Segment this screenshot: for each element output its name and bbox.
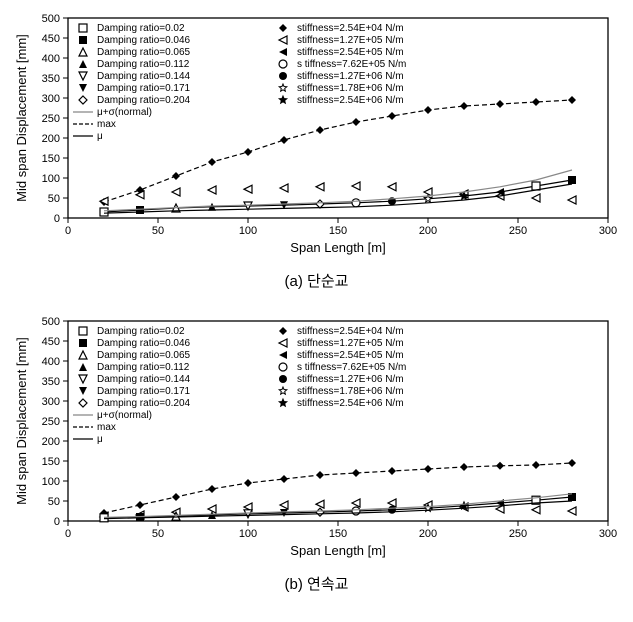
svg-text:stiffness=2.54E+04 N/m: stiffness=2.54E+04 N/m bbox=[297, 23, 404, 34]
svg-text:max: max bbox=[97, 119, 116, 130]
svg-text:Damping ratio=0.02: Damping ratio=0.02 bbox=[97, 23, 185, 34]
svg-text:450: 450 bbox=[42, 336, 60, 348]
svg-text:0: 0 bbox=[54, 516, 60, 528]
svg-text:s tiffness=7.62E+05 N/m: s tiffness=7.62E+05 N/m bbox=[297, 59, 406, 70]
svg-text:Damping ratio=0.171: Damping ratio=0.171 bbox=[97, 386, 191, 397]
svg-text:0: 0 bbox=[65, 225, 71, 237]
svg-text:100: 100 bbox=[42, 173, 60, 185]
svg-text:s tiffness=7.62E+05 N/m: s tiffness=7.62E+05 N/m bbox=[297, 362, 406, 373]
svg-text:200: 200 bbox=[42, 133, 60, 145]
svg-text:μ+σ(normal): μ+σ(normal) bbox=[97, 107, 152, 118]
svg-text:150: 150 bbox=[42, 456, 60, 468]
svg-text:150: 150 bbox=[42, 153, 60, 165]
svg-text:Mid span Displacement [mm]: Mid span Displacement [mm] bbox=[14, 337, 29, 505]
svg-text:250: 250 bbox=[42, 416, 60, 428]
svg-text:μ: μ bbox=[97, 434, 103, 445]
svg-text:100: 100 bbox=[42, 476, 60, 488]
svg-text:Damping ratio=0.046: Damping ratio=0.046 bbox=[97, 35, 191, 46]
svg-text:250: 250 bbox=[42, 113, 60, 125]
svg-text:0: 0 bbox=[65, 528, 71, 540]
svg-text:0: 0 bbox=[54, 213, 60, 225]
svg-text:250: 250 bbox=[509, 225, 527, 237]
svg-text:Damping ratio=0.065: Damping ratio=0.065 bbox=[97, 47, 191, 58]
svg-text:350: 350 bbox=[42, 376, 60, 388]
svg-text:stiffness=2.54E+05 N/m: stiffness=2.54E+05 N/m bbox=[297, 350, 404, 361]
svg-text:400: 400 bbox=[42, 356, 60, 368]
svg-text:stiffness=2.54E+05 N/m: stiffness=2.54E+05 N/m bbox=[297, 47, 404, 58]
svg-text:Damping ratio=0.171: Damping ratio=0.171 bbox=[97, 83, 191, 94]
svg-text:Damping ratio=0.144: Damping ratio=0.144 bbox=[97, 71, 191, 82]
chart-b-svg: 0 50 100 150 200 250 300 0 50 100 150 200 250 300 350 4… bbox=[8, 311, 625, 561]
svg-text:200: 200 bbox=[42, 436, 60, 448]
svg-text:stiffness=1.27E+06 N/m: stiffness=1.27E+06 N/m bbox=[297, 71, 404, 82]
svg-text:200: 200 bbox=[419, 528, 437, 540]
svg-text:Damping ratio=0.204: Damping ratio=0.204 bbox=[97, 398, 191, 409]
svg-text:200: 200 bbox=[419, 225, 437, 237]
chart-a-container: 0 50 100 150 200 250 300 0 50 100 150 200 250 300 350 4… bbox=[8, 8, 625, 258]
svg-text:stiffness=1.27E+05 N/m: stiffness=1.27E+05 N/m bbox=[297, 338, 404, 349]
svg-text:Span Length [m]: Span Length [m] bbox=[290, 543, 385, 558]
svg-text:50: 50 bbox=[152, 225, 164, 237]
svg-text:μ: μ bbox=[97, 131, 103, 142]
svg-text:stiffness=1.27E+06 N/m: stiffness=1.27E+06 N/m bbox=[297, 374, 404, 385]
svg-text:50: 50 bbox=[48, 496, 60, 508]
svg-text:stiffness=2.54E+06 N/m: stiffness=2.54E+06 N/m bbox=[297, 398, 404, 409]
svg-text:500: 500 bbox=[42, 13, 60, 25]
svg-text:stiffness=2.54E+04 N/m: stiffness=2.54E+04 N/m bbox=[297, 326, 404, 337]
svg-text:100: 100 bbox=[239, 528, 257, 540]
svg-text:500: 500 bbox=[42, 316, 60, 328]
svg-text:300: 300 bbox=[42, 396, 60, 408]
svg-text:400: 400 bbox=[42, 53, 60, 65]
svg-text:50: 50 bbox=[48, 193, 60, 205]
svg-text:stiffness=1.78E+06 N/m: stiffness=1.78E+06 N/m bbox=[297, 386, 404, 397]
svg-text:450: 450 bbox=[42, 33, 60, 45]
svg-text:250: 250 bbox=[509, 528, 527, 540]
svg-text:300: 300 bbox=[42, 93, 60, 105]
svg-text:Damping ratio=0.112: Damping ratio=0.112 bbox=[97, 59, 190, 70]
caption-a: (a) 단순교 bbox=[8, 270, 625, 291]
svg-text:300: 300 bbox=[599, 528, 617, 540]
svg-text:100: 100 bbox=[239, 225, 257, 237]
svg-text:150: 150 bbox=[329, 528, 347, 540]
svg-text:max: max bbox=[97, 422, 116, 433]
svg-text:150: 150 bbox=[329, 225, 347, 237]
svg-text:Span Length [m]: Span Length [m] bbox=[290, 240, 385, 255]
svg-text:stiffness=1.78E+06 N/m: stiffness=1.78E+06 N/m bbox=[297, 83, 404, 94]
svg-text:Damping ratio=0.204: Damping ratio=0.204 bbox=[97, 95, 191, 106]
chart-a-svg: 0 50 100 150 200 250 300 0 50 100 150 200 250 300 350 4… bbox=[8, 8, 625, 258]
svg-text:stiffness=2.54E+06 N/m: stiffness=2.54E+06 N/m bbox=[297, 95, 404, 106]
svg-text:Mid span Displacement [mm]: Mid span Displacement [mm] bbox=[14, 34, 29, 202]
svg-text:50: 50 bbox=[152, 528, 164, 540]
svg-text:Damping ratio=0.02: Damping ratio=0.02 bbox=[97, 326, 185, 337]
svg-text:Damping ratio=0.046: Damping ratio=0.046 bbox=[97, 338, 191, 349]
caption-b: (b) 연속교 bbox=[8, 573, 625, 594]
svg-text:stiffness=1.27E+05 N/m: stiffness=1.27E+05 N/m bbox=[297, 35, 404, 46]
svg-text:Damping ratio=0.144: Damping ratio=0.144 bbox=[97, 374, 191, 385]
svg-text:Damping ratio=0.112: Damping ratio=0.112 bbox=[97, 362, 190, 373]
svg-text:300: 300 bbox=[599, 225, 617, 237]
svg-text:Damping ratio=0.065: Damping ratio=0.065 bbox=[97, 350, 191, 361]
chart-b-container: 0 50 100 150 200 250 300 0 50 100 150 200 250 300 350 4… bbox=[8, 311, 625, 561]
svg-text:350: 350 bbox=[42, 73, 60, 85]
svg-text:μ+σ(normal): μ+σ(normal) bbox=[97, 410, 152, 421]
